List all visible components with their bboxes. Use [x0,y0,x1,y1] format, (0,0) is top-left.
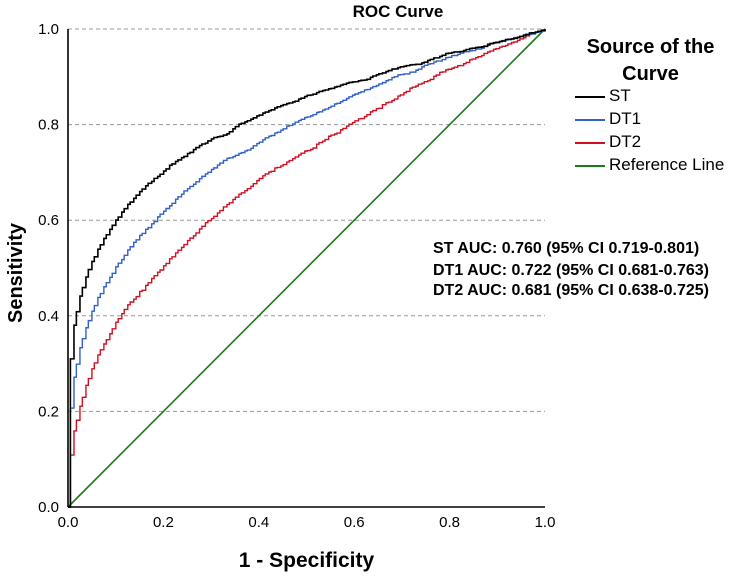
svg-text:0.0: 0.0 [38,499,59,516]
svg-text:0.4: 0.4 [248,514,269,531]
svg-text:1.0: 1.0 [38,21,59,38]
svg-text:0.8: 0.8 [439,514,460,531]
svg-text:0.6: 0.6 [38,212,59,229]
svg-text:0.2: 0.2 [153,514,174,531]
svg-text:0.6: 0.6 [344,514,365,531]
svg-text:0.2: 0.2 [38,403,59,420]
svg-text:0.4: 0.4 [38,308,59,325]
svg-text:1.0: 1.0 [535,514,556,531]
svg-text:0.0: 0.0 [58,514,79,531]
svg-text:0.8: 0.8 [38,117,59,134]
